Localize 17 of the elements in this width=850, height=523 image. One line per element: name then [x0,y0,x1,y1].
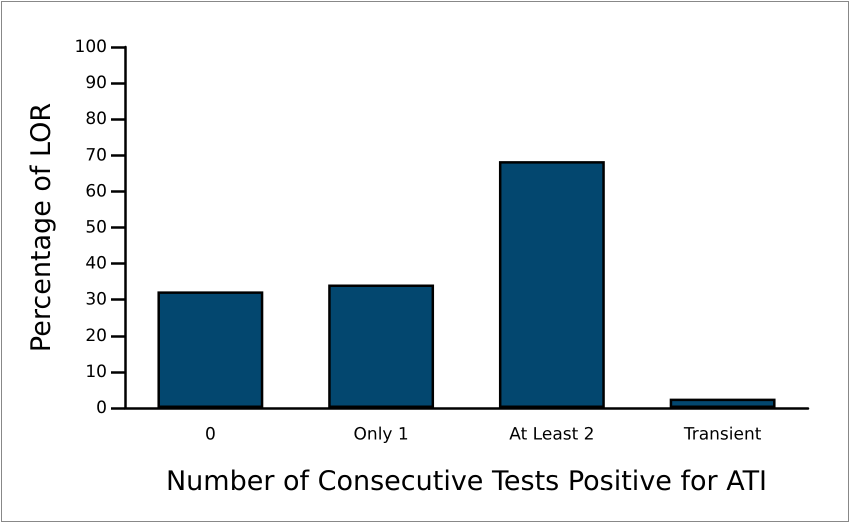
y-tick-label: 10 [85,362,107,382]
y-tick-label: 30 [85,290,107,310]
y-tick-label: 0 [96,398,107,418]
x-tick-label: Transient [682,424,762,444]
y-tick-label: 60 [85,181,107,202]
y-tick-label: 20 [85,326,107,346]
x-tick-label: Only 1 [354,424,409,444]
y-tick-label: 90 [85,73,107,94]
x-tick-label: 0 [204,424,216,444]
y-tick-label: 50 [85,218,107,238]
y-axis-title: Percentage of LOR [26,102,57,352]
x-axis-title: Number of Consecutive Tests Positive for ATI [166,466,768,497]
x-tick-label: At Least 2 [509,424,594,444]
y-tick-label: 70 [85,145,107,166]
y-tick-label: 80 [85,109,107,130]
y-tick-label: 40 [85,254,107,274]
y-tick-label: 100 [74,37,107,57]
